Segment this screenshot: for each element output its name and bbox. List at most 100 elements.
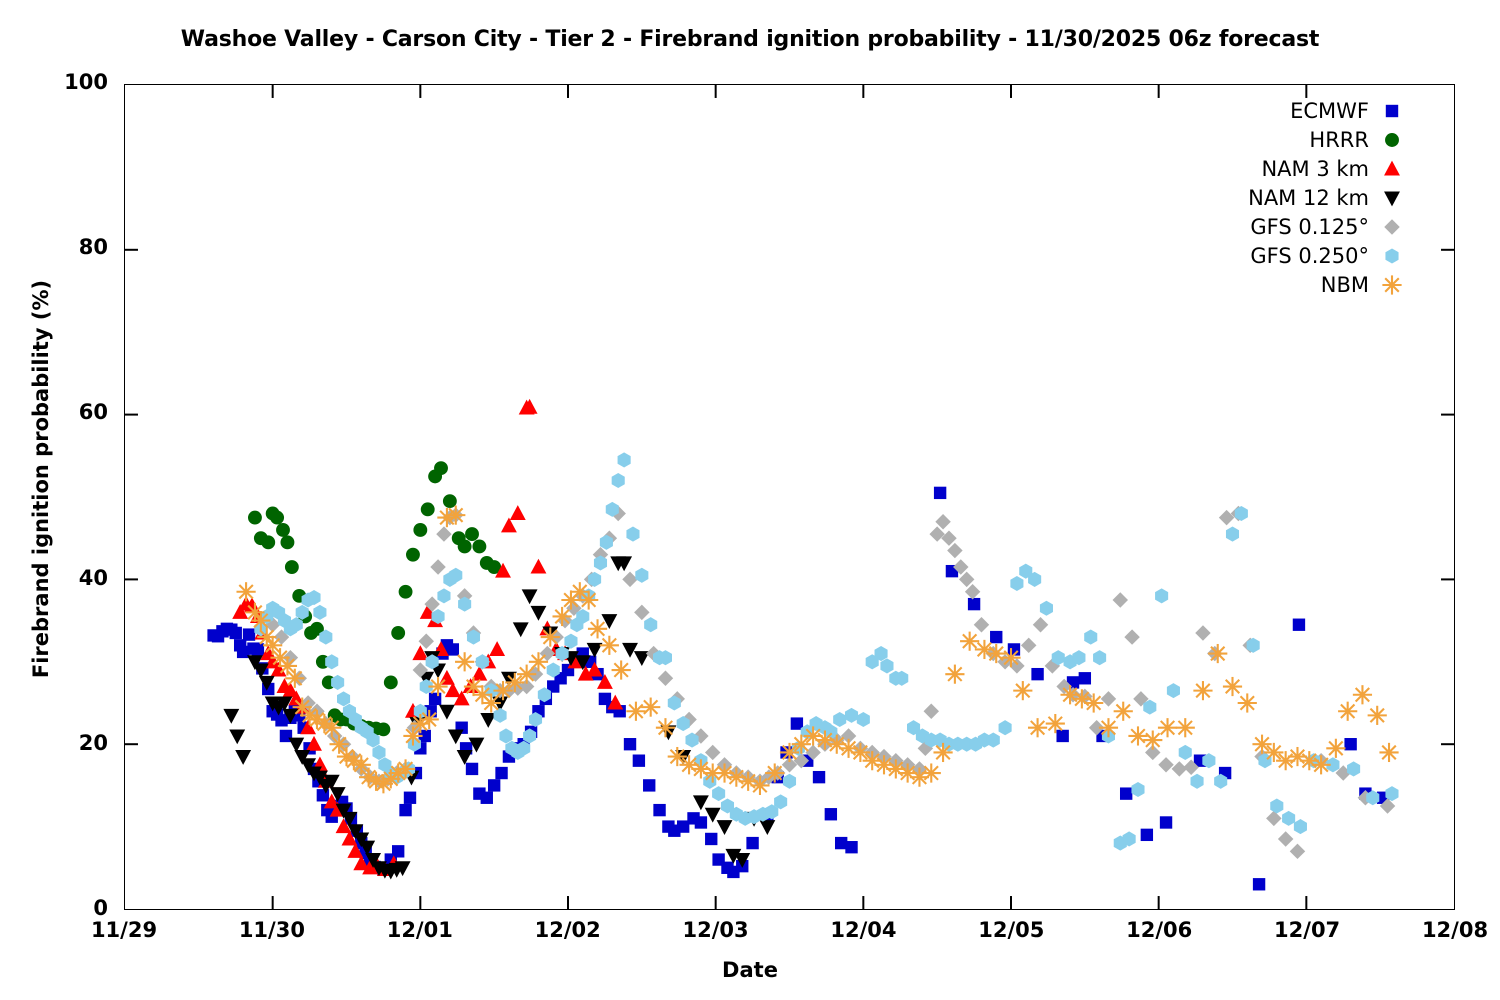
data-point <box>623 738 637 751</box>
y-tick-label: 60 <box>78 400 108 425</box>
data-point <box>438 704 455 720</box>
data-point <box>1113 701 1133 721</box>
data-point <box>1311 755 1331 775</box>
data-point <box>593 555 608 571</box>
data-point <box>279 729 293 743</box>
data-point <box>824 808 838 821</box>
data-point <box>395 759 416 779</box>
data-point <box>289 617 303 633</box>
data-point <box>782 773 797 789</box>
data-point <box>446 643 460 656</box>
data-point <box>528 711 543 728</box>
data-point <box>359 840 376 856</box>
data-point <box>406 547 420 562</box>
data-point <box>436 526 452 542</box>
data-point <box>270 510 285 525</box>
data-point <box>676 820 690 833</box>
data-point <box>616 556 633 572</box>
data-point <box>1001 648 1021 668</box>
data-point <box>632 754 646 767</box>
data-point <box>1010 575 1024 592</box>
data-point <box>258 675 275 691</box>
data-point <box>428 692 442 706</box>
data-point <box>1159 816 1173 829</box>
data-point <box>596 674 613 689</box>
data-point <box>1195 625 1211 641</box>
data-point <box>499 728 513 744</box>
data-point <box>779 742 800 763</box>
data-point <box>331 674 345 690</box>
data-point <box>1093 650 1107 666</box>
data-point <box>601 614 618 629</box>
data-point <box>1045 714 1065 734</box>
y-axis-label: Firebrand ignition probability (%) <box>29 279 53 679</box>
data-point <box>425 654 439 670</box>
data-point <box>622 642 638 658</box>
legend-label: NBM <box>1320 272 1369 297</box>
data-point <box>236 645 250 659</box>
data-point <box>856 711 870 728</box>
data-point <box>1326 757 1340 773</box>
data-point <box>1119 787 1133 800</box>
data-point <box>840 728 857 744</box>
data-point <box>449 567 463 583</box>
data-point <box>242 628 256 641</box>
data-point <box>833 711 847 728</box>
data-point <box>446 505 466 525</box>
legend-item-nam-12-km[interactable]: NAM 12 km <box>1190 183 1405 212</box>
data-point <box>1277 831 1294 847</box>
data-point <box>1366 790 1380 806</box>
data-point <box>555 646 569 662</box>
data-point <box>945 664 965 684</box>
data-point <box>667 695 681 711</box>
legend-label: NAM 3 km <box>1261 156 1369 181</box>
data-point <box>644 617 658 633</box>
x-tick-label: 12/01 <box>386 918 453 942</box>
data-point <box>1266 810 1282 827</box>
data-point <box>812 770 826 784</box>
data-point <box>1027 718 1048 738</box>
data-point <box>1193 681 1213 701</box>
data-point <box>325 654 339 670</box>
data-point <box>611 660 631 680</box>
legend-item-gfs-0-250[interactable]: GFS 0.250° <box>1190 241 1405 270</box>
data-point <box>1208 643 1228 664</box>
data-point <box>472 539 487 554</box>
data-point <box>517 664 537 684</box>
data-point <box>1009 658 1025 674</box>
data-point <box>1252 734 1272 754</box>
data-point <box>276 523 290 537</box>
data-point <box>1131 781 1145 798</box>
series-gfs-0-250 <box>254 452 1399 851</box>
data-point <box>1039 600 1053 616</box>
data-point <box>512 622 529 638</box>
data-point <box>455 652 475 672</box>
data-point <box>586 642 603 658</box>
data-point <box>419 678 433 695</box>
data-point <box>475 654 489 670</box>
data-point <box>967 597 981 611</box>
data-point <box>1190 773 1204 789</box>
data-point <box>998 720 1012 736</box>
legend-item-ecmwf[interactable]: ECMWF <box>1190 96 1405 125</box>
data-point <box>750 775 770 795</box>
legend-item-nbm[interactable]: NBM <box>1190 270 1405 299</box>
data-point <box>933 486 947 500</box>
legend-item-nam-3-km[interactable]: NAM 3 km <box>1190 154 1405 183</box>
data-point <box>1175 718 1195 738</box>
legend-item-hrrr[interactable]: HRRR <box>1190 125 1405 154</box>
x-tick-label: 11/29 <box>90 918 158 942</box>
data-point <box>530 605 547 621</box>
data-point <box>495 562 511 578</box>
plot-svg <box>125 85 1454 909</box>
tick-marks <box>125 85 1454 909</box>
data-point <box>716 820 733 835</box>
data-point <box>790 717 804 730</box>
data-point <box>694 816 708 829</box>
data-point <box>284 560 299 574</box>
x-tick-label: 12/02 <box>534 918 601 942</box>
y-tick-label: 20 <box>78 730 108 755</box>
legend-item-gfs-0-125[interactable]: GFS 0.125° <box>1190 212 1405 241</box>
data-point <box>335 803 352 819</box>
data-point <box>599 635 619 655</box>
